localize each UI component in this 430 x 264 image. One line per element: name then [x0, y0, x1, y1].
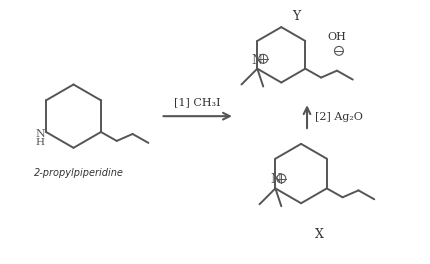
- Text: [1] CH₃I: [1] CH₃I: [175, 97, 221, 107]
- Text: OH: OH: [328, 32, 347, 42]
- Text: N: N: [270, 173, 281, 186]
- Text: 2-propylpiperidine: 2-propylpiperidine: [34, 168, 123, 178]
- Text: N: N: [35, 129, 45, 139]
- Text: X: X: [314, 228, 323, 241]
- Text: N: N: [252, 54, 263, 67]
- Text: Y: Y: [292, 10, 300, 23]
- Text: H: H: [36, 138, 45, 147]
- Text: [2] Ag₂O: [2] Ag₂O: [315, 112, 363, 122]
